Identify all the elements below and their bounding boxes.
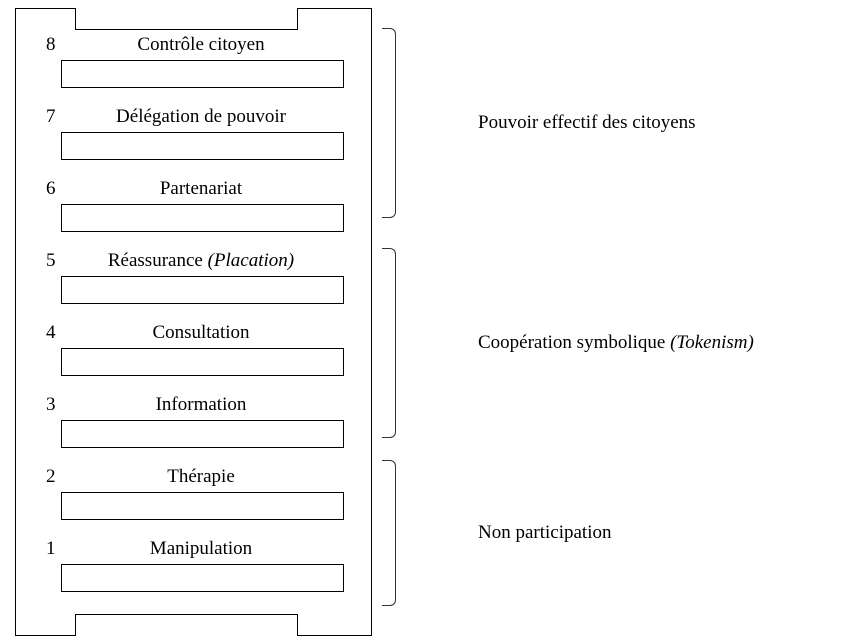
rung-label: Manipulation	[46, 538, 356, 560]
rung-label: Information	[46, 394, 356, 416]
frame-top-notch	[75, 8, 297, 30]
rung-box	[61, 348, 344, 376]
group-label-2: Coopération symbolique (Tokenism)	[478, 332, 754, 354]
frame-top-notch-right-side	[297, 8, 298, 30]
rung-box	[61, 204, 344, 232]
bracket-group-1	[382, 28, 396, 218]
group-label-3: Non participation	[478, 522, 612, 544]
rung-label: Partenariat	[46, 178, 356, 200]
group-label-1: Pouvoir effectif des citoyens	[478, 112, 696, 134]
frame-top-notch-left-side	[75, 8, 76, 30]
frame-bottom-notch	[75, 614, 297, 636]
rung-box	[61, 132, 344, 160]
rung-label: Thérapie	[46, 466, 356, 488]
rung-box	[61, 492, 344, 520]
rung-box	[61, 420, 344, 448]
rung-label: Délégation de pouvoir	[46, 106, 356, 128]
frame-bottom-notch-right-side	[297, 614, 298, 636]
rung-box	[61, 276, 344, 304]
rung-label: Réassurance (Placation)	[46, 250, 356, 272]
rung-label: Consultation	[46, 322, 356, 344]
rung-box	[61, 60, 344, 88]
frame-bottom-notch-left-side	[75, 614, 76, 636]
rung-label: Contrôle citoyen	[46, 34, 356, 56]
rung-box	[61, 564, 344, 592]
participation-ladder-diagram: 8 Contrôle citoyen 7 Délégation de pouvo…	[0, 0, 851, 643]
bracket-group-3	[382, 460, 396, 606]
bracket-group-2	[382, 248, 396, 438]
